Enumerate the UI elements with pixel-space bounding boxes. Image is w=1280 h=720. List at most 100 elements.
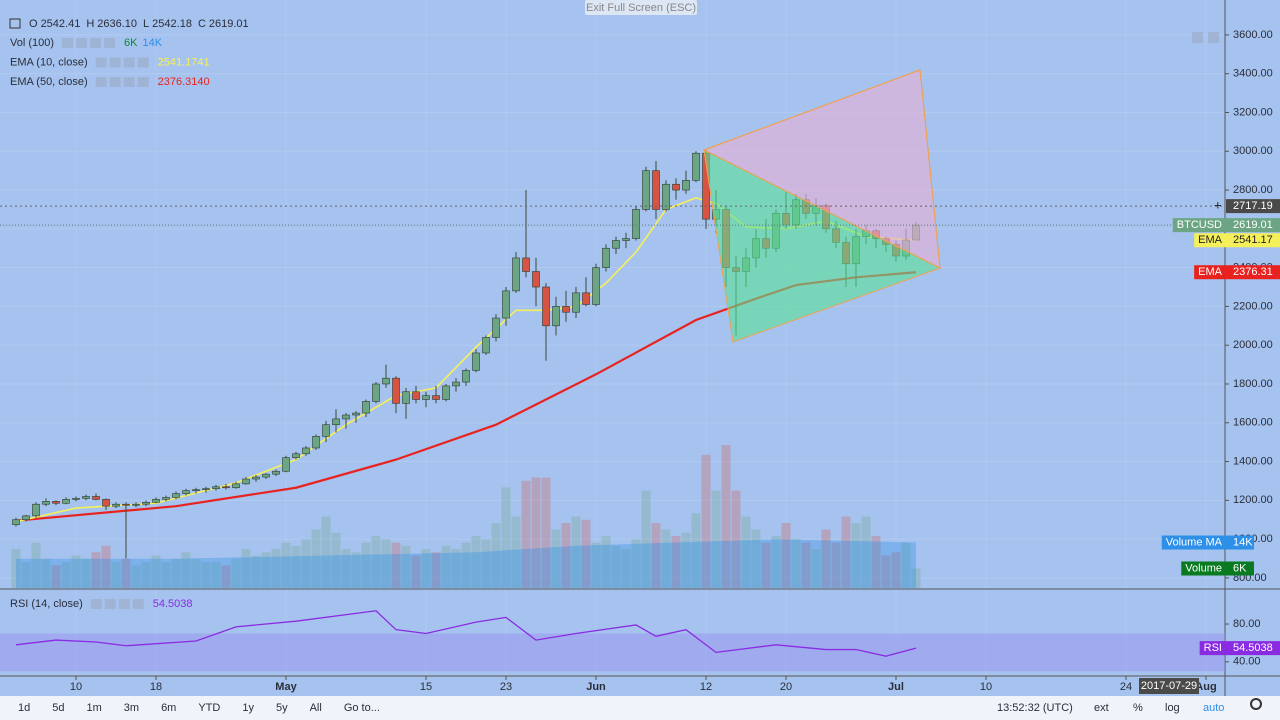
range-button[interactable]: 3m [124,702,139,714]
study-icon[interactable] [90,599,102,609]
volume-bar [491,523,501,588]
volume-bar [421,549,431,588]
volume-bar [61,562,71,588]
study-icon[interactable] [132,599,144,609]
range-button[interactable]: Go to... [344,702,380,714]
study-icon[interactable] [95,77,107,87]
candle-body [192,489,200,491]
study-icon[interactable] [137,57,149,68]
volume-bar [371,536,381,588]
volume-bar [831,542,841,588]
range-button[interactable]: YTD [198,702,220,714]
range-button[interactable]: 6m [161,702,176,714]
price-label-name: EMA [1198,266,1223,278]
volume-bar [121,558,131,588]
x-tick-label: 15 [420,681,432,693]
volume-bar [151,555,161,588]
study-icon[interactable] [118,599,130,609]
scroll-icon[interactable] [1208,32,1219,43]
option-button[interactable]: ext [1094,702,1109,714]
x-tick-label: 23 [500,681,512,693]
range-button[interactable]: 1m [87,702,102,714]
candle-body [122,503,130,506]
study-icon[interactable] [95,57,107,68]
study-icon[interactable] [104,38,116,48]
study-icon[interactable] [137,77,149,87]
candle-body [642,170,650,210]
pattern-lower [703,149,942,343]
volume-bar [541,477,551,588]
range-button[interactable]: 5d [52,702,64,714]
x-tick-label: 18 [150,681,162,693]
candle-body [522,257,530,272]
candle-body [442,385,450,400]
settings-button[interactable] [1250,698,1262,710]
range-button[interactable]: 5y [276,702,288,714]
candle-body [352,412,360,416]
price-label-value: 2541.17 [1233,234,1273,246]
candle-body [432,395,440,400]
study-icon[interactable] [109,77,121,87]
y-tick-label: 3600.00 [1233,29,1273,41]
volume-bar [561,523,571,588]
candle-body [452,381,460,387]
volume-bar [101,545,111,588]
candle-body [672,183,680,191]
study-icon[interactable] [90,38,102,48]
volume-bar [871,536,881,588]
ohlc-value: 2542.41 [41,18,81,30]
rsi-line [15,610,917,657]
candle-body [372,383,380,402]
volume-bar [851,523,861,588]
option-button[interactable]: log [1165,702,1180,714]
candle-body [252,476,260,480]
study-icon[interactable] [76,38,88,48]
option-button[interactable]: % [1133,702,1143,714]
crosshair-time-box [1139,678,1199,694]
study-icon[interactable] [123,77,135,87]
y-tick-label: 2800.00 [1233,184,1273,196]
rsi-title: RSI (14, close) [10,598,83,610]
volume-bar [641,490,651,588]
candle-body [552,306,560,327]
candle-body [392,377,400,404]
candle-body [682,180,690,191]
volume-bar [261,552,271,588]
candle-body [582,292,590,305]
price-label-box [1172,218,1280,233]
study-icon[interactable] [104,599,116,609]
crosshair-price: 2717.19 [1233,200,1273,212]
candle-body [572,292,580,313]
rsi-tick-label: 40.00 [1233,656,1261,668]
x-tick-label: Aug [1195,681,1216,693]
volume-bar [311,529,321,588]
volume-bar [761,542,771,588]
candle-body [622,238,630,241]
candle-body [532,271,540,288]
option-button[interactable]: auto [1203,702,1224,714]
volume-bar [21,562,31,588]
volume-bar [671,536,681,588]
range-button[interactable]: 1d [18,702,30,714]
candle-body [212,486,220,490]
banner-bg[interactable] [585,0,697,15]
volume-bar [301,539,311,588]
range-button[interactable]: All [310,702,322,714]
banner[interactable]: Exit Full Screen (ESC) [586,2,696,14]
volume-bar [601,536,611,588]
volume-bar [771,536,781,588]
study-icon[interactable] [109,57,121,68]
x-tick-label: 10 [70,681,82,693]
study-icon[interactable] [62,38,74,48]
collapse-icon[interactable] [9,18,21,29]
volume-bar [291,545,301,588]
candle-body [502,290,510,319]
range-button[interactable]: 1y [242,702,254,714]
volume-bar [51,565,61,588]
candle-body [482,337,490,354]
x-tick-label: May [275,681,297,693]
candle-body [172,493,180,498]
study-icon[interactable] [123,57,135,68]
scroll-icon[interactable] [1192,32,1203,43]
toolbar-bg [0,696,1280,720]
